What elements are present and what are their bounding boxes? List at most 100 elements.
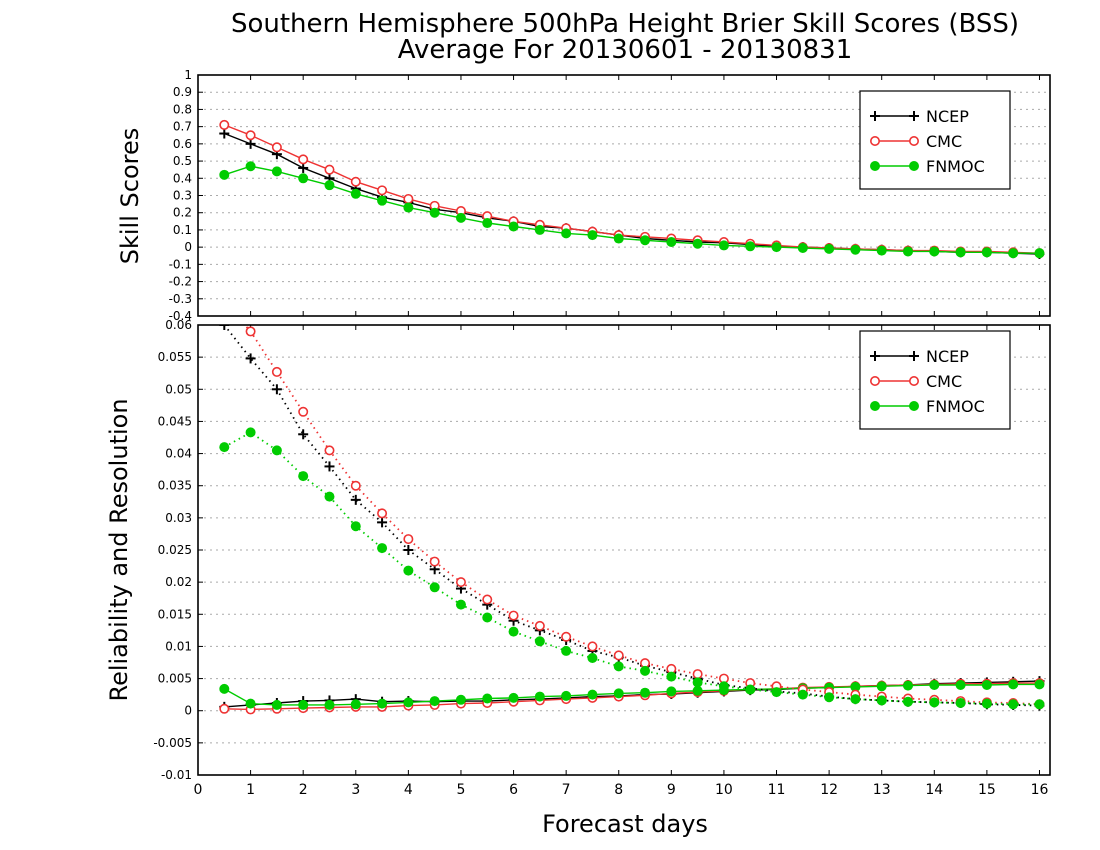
top-y-tick-label: 0.1 — [173, 223, 192, 237]
bottom-series-fnmoc-resolution-point — [692, 677, 703, 688]
bottom-legend-marker-fnmoc — [909, 401, 919, 411]
bottom-legend-marker-cmc — [908, 375, 919, 386]
bottom-y-tick-label: -0.01 — [161, 768, 192, 782]
bottom-legend-label-fnmoc: FNMOC — [926, 397, 985, 416]
bottom-y-tick-label: 0.055 — [158, 350, 192, 364]
top-y-tick-label: -0.1 — [169, 257, 192, 271]
bottom-legend: NCEP CMC FNMOC — [859, 330, 1011, 430]
bottom-y-tick-label: 0.06 — [165, 318, 192, 332]
bottom-y-tick-label: 0.035 — [158, 479, 192, 493]
bottom-series-fnmoc-resolution-point — [876, 695, 887, 706]
top-series-fnmoc-point — [981, 247, 992, 258]
bottom-series-fnmoc-resolution-point — [955, 698, 966, 708]
top-series-fnmoc-point — [718, 240, 729, 251]
top-y-tick-label: 0.7 — [173, 120, 192, 134]
bottom-y-tick-label: 0.04 — [165, 447, 192, 461]
bottom-series-fnmoc-reliability-point — [508, 692, 519, 703]
bottom-series-fnmoc-resolution-point — [1034, 699, 1045, 710]
top-legend-box — [859, 90, 1011, 190]
top-series-fnmoc-point — [298, 173, 309, 184]
bottom-series-fnmoc-reliability-point — [903, 680, 913, 691]
x-tick-label: 6 — [509, 782, 518, 798]
x-tick-label: 16 — [1031, 782, 1049, 798]
bottom-series-ncep-resolution-point — [245, 353, 256, 364]
bottom-y-tick-label: 0.02 — [165, 575, 192, 589]
bottom-series-cmc-resolution-point — [692, 669, 703, 680]
top-series-fnmoc-point — [1034, 248, 1045, 259]
top-series-ncep-point — [245, 138, 256, 149]
x-tick-label: 11 — [768, 782, 786, 798]
bottom-series-fnmoc-reliability-point — [245, 698, 256, 709]
bottom-series-fnmoc-reliability-point — [429, 696, 440, 707]
bottom-series-fnmoc-resolution-point — [245, 427, 256, 438]
top-legend-marker-fnmoc — [909, 161, 919, 171]
top-series-fnmoc-point — [455, 212, 466, 223]
x-tick-label: 9 — [667, 782, 676, 798]
bottom-series-fnmoc-resolution-point — [850, 694, 861, 705]
top-y-tick-label: -0.3 — [169, 292, 192, 306]
top-series-ncep-point — [298, 162, 309, 173]
top-legend-marker-cmc — [869, 136, 880, 147]
bottom-series-cmc-resolution-point — [350, 480, 361, 491]
x-tick-label: 14 — [925, 782, 943, 798]
top-series-area — [219, 119, 1045, 260]
bottom-series-fnmoc-resolution-line — [223, 431, 1040, 706]
bottom-series-cmc-reliability-point — [219, 703, 230, 714]
top-series-fnmoc-point — [955, 247, 966, 258]
bottom-series-fnmoc-resolution-point — [429, 582, 440, 593]
top-series-fnmoc-point — [534, 224, 545, 235]
top-series-fnmoc-point — [850, 244, 861, 255]
top-series-fnmoc-point — [692, 238, 703, 249]
bottom-legend-label-ncep: NCEP — [926, 347, 969, 366]
top-series-cmc-point — [245, 130, 256, 141]
bottom-series-cmc-resolution-point — [534, 620, 545, 631]
top-series-fnmoc-point — [324, 180, 335, 191]
bottom-series-fnmoc-reliability-point — [929, 680, 940, 690]
top-legend: NCEP CMC FNMOC — [859, 90, 1011, 190]
top-series-fnmoc-point — [824, 243, 835, 254]
chart-title: Southern Hemisphere 500hPa Height Brier … — [231, 9, 1019, 39]
top-legend-marker-ncep — [909, 111, 919, 121]
bottom-series-area — [219, 325, 1045, 715]
x-tick-label: 7 — [562, 782, 571, 798]
bottom-series-fnmoc-resolution-point — [587, 653, 598, 663]
top-series-cmc-point — [324, 164, 335, 175]
top-y-tick-label: 0.8 — [173, 102, 192, 116]
top-series-fnmoc-point — [508, 221, 519, 232]
bottom-legend-marker-ncep — [909, 351, 919, 361]
bottom-series-cmc-resolution-point — [298, 406, 309, 417]
skill-score-panel: -0.4 -0.3 -0.2 -0.1 0 0.1 0.2 0.3 0.4 0.5 0.6 0.7 0.… — [169, 68, 1051, 323]
x-tick-label: 10 — [715, 782, 733, 798]
top-series-fnmoc-point — [350, 188, 361, 199]
bottom-series-cmc-resolution-point — [613, 650, 624, 661]
bottom-y-tick-label: 0.015 — [158, 607, 192, 621]
bottom-series-fnmoc-reliability-point — [324, 699, 335, 710]
bottom-series-fnmoc-resolution-point — [403, 565, 414, 576]
top-legend-marker-ncep — [870, 111, 880, 121]
top-legend-marker-fnmoc — [870, 161, 880, 171]
bottom-series-fnmoc-reliability-point — [692, 685, 703, 696]
bottom-series-fnmoc-reliability-point — [613, 688, 624, 699]
bottom-series-fnmoc-reliability-point — [561, 690, 572, 701]
bottom-series-fnmoc-reliability-point — [850, 681, 861, 692]
bottom-series-fnmoc-resolution-point — [771, 687, 782, 698]
top-legend-label-cmc: CMC — [926, 132, 962, 151]
x-tick-label: 5 — [457, 782, 466, 798]
bottom-x-axis: 0 1 2 3 4 5 6 7 8 9 10 11 12 13 14 15 16 — [194, 325, 1049, 798]
top-y-tick-label: 0.2 — [173, 206, 192, 220]
x-tick-label: 3 — [351, 782, 360, 798]
bottom-series-fnmoc-resolution-point — [534, 636, 545, 647]
bottom-series-fnmoc-resolution-point — [298, 471, 309, 482]
top-legend-label-ncep: NCEP — [926, 107, 969, 126]
bottom-series-fnmoc-reliability-point — [666, 686, 677, 697]
top-series-fnmoc-point — [876, 245, 887, 256]
bottom-series-fnmoc-reliability-point — [298, 699, 309, 710]
top-y-tick-label: -0.4 — [169, 309, 192, 323]
bottom-series-cmc-resolution-point — [429, 556, 440, 567]
top-series-fnmoc-point — [797, 243, 808, 254]
top-y-tick-label: 0.6 — [173, 137, 192, 151]
bottom-series-fnmoc-resolution-point — [271, 445, 282, 456]
bottom-series-fnmoc-reliability-point — [377, 698, 388, 709]
bottom-series-fnmoc-resolution-point — [981, 698, 992, 709]
bottom-series-fnmoc-resolution-point — [745, 684, 756, 695]
